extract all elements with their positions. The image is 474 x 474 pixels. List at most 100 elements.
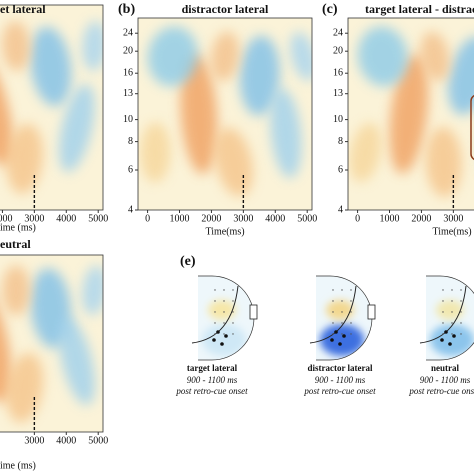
topo-blob (208, 300, 236, 320)
heatmap-blob (30, 26, 72, 107)
x-tick-label: 2000 (411, 213, 431, 224)
head-arc (191, 285, 239, 344)
heatmap (0, 5, 103, 210)
y-tick-label: 16 (333, 68, 343, 79)
electrode (451, 322, 453, 324)
electrode-highlight (334, 330, 338, 334)
head-arc (309, 285, 357, 344)
heatmap-blob (270, 88, 302, 178)
x-axis-label: ime (ms) (0, 460, 36, 471)
electrode (341, 322, 343, 324)
electrode (223, 289, 225, 291)
electrode (341, 311, 343, 313)
x-tick-label: 4000 (265, 213, 285, 224)
head-arc (419, 285, 467, 344)
electrode (232, 289, 234, 291)
electrode (223, 322, 225, 324)
x-tick-label: 3000 (24, 435, 44, 446)
y-tick-label: 24 (123, 28, 133, 39)
panel-title: target lateral - distracto (365, 2, 474, 16)
panel-label: (e) (180, 254, 196, 269)
electrode (214, 289, 216, 291)
heatmap-blob (140, 122, 171, 183)
electrode (341, 333, 343, 335)
x-tick-label: 3000 (443, 213, 463, 224)
electrode (332, 311, 334, 313)
electrode (442, 333, 444, 335)
heatmap-blob (0, 284, 12, 403)
x-tick-label: 5000 (88, 213, 108, 224)
x-tick-label: 0 (145, 213, 150, 224)
heatmap-blob (180, 54, 218, 174)
x-tick-label: 0 (355, 213, 360, 224)
heatmap-blob (210, 31, 240, 82)
plot-frame (347, 17, 474, 211)
y-tick-label: 13 (333, 88, 343, 99)
electrode (451, 311, 453, 313)
panel-title: et lateral (0, 2, 46, 16)
topomap-subtitle: post retro-cue onset (408, 386, 474, 396)
heatmap-blob (239, 35, 280, 116)
electrode (460, 289, 462, 291)
topomap (198, 276, 254, 360)
topomap-title: distractor lateral (307, 363, 373, 373)
electrode-highlight (338, 342, 342, 346)
y-tick-label: 10 (333, 114, 343, 125)
electrode-highlight (330, 338, 334, 342)
heatmap-blob (82, 265, 103, 316)
electrode (223, 333, 225, 335)
topomap-subtitle: 900 - 1100 ms (315, 375, 366, 385)
heatmap-blob (1, 21, 31, 71)
heatmap-blob (290, 32, 312, 81)
heatmap-blob (6, 353, 44, 423)
topomap-subtitle: post retro-cue onset (175, 386, 248, 396)
electrode (460, 322, 462, 324)
topo-blob (326, 300, 354, 320)
y-tick-label: 20 (123, 45, 133, 56)
topo-blob (436, 300, 464, 320)
y-tick-label: 10 (123, 114, 133, 125)
electrode (214, 300, 216, 302)
topomap (316, 276, 372, 360)
y-tick-label: 13 (123, 88, 133, 99)
x-tick-label: 4000 (56, 435, 76, 446)
y-tick-label: 16 (123, 68, 133, 79)
topomap (426, 276, 474, 360)
y-tick-label: 4 (128, 204, 133, 215)
heatmap-blob (448, 36, 474, 115)
electrode-highlight (216, 330, 220, 334)
electrode (214, 322, 216, 324)
electrode-highlight (212, 338, 216, 342)
heatmap-blob (147, 26, 198, 87)
panel-label: (b) (118, 2, 135, 17)
heatmap-blob (389, 54, 429, 174)
electrode-highlight (220, 342, 224, 346)
electrode (442, 300, 444, 302)
topo-blob (320, 324, 364, 356)
electrode-highlight (452, 334, 456, 338)
topomap-title: target lateral (187, 363, 238, 373)
x-tick-label: 1000 (170, 213, 190, 224)
electrode (232, 311, 234, 313)
y-tick-label: 6 (128, 164, 133, 175)
x-axis-label: Time(ms) (205, 226, 244, 237)
x-tick-label: 2000 (201, 213, 221, 224)
electrode (232, 322, 234, 324)
y-tick-label: 20 (333, 45, 343, 56)
heatmap (348, 18, 474, 210)
electrode-highlight (444, 330, 448, 334)
electrode (332, 322, 334, 324)
x-tick-label: 1000 (380, 213, 400, 224)
topo-blob (202, 324, 246, 356)
y-tick-label: 8 (338, 136, 343, 147)
topo-blob (430, 324, 474, 356)
nose (367, 304, 376, 320)
x-axis-label: ime (ms) (0, 222, 36, 233)
y-tick-label: 8 (128, 136, 133, 147)
electrode (350, 289, 352, 291)
x-tick-label: 5000 (88, 435, 108, 446)
electrode (350, 300, 352, 302)
heatmap-blob (59, 84, 95, 172)
panel-title: eutral (0, 237, 31, 251)
